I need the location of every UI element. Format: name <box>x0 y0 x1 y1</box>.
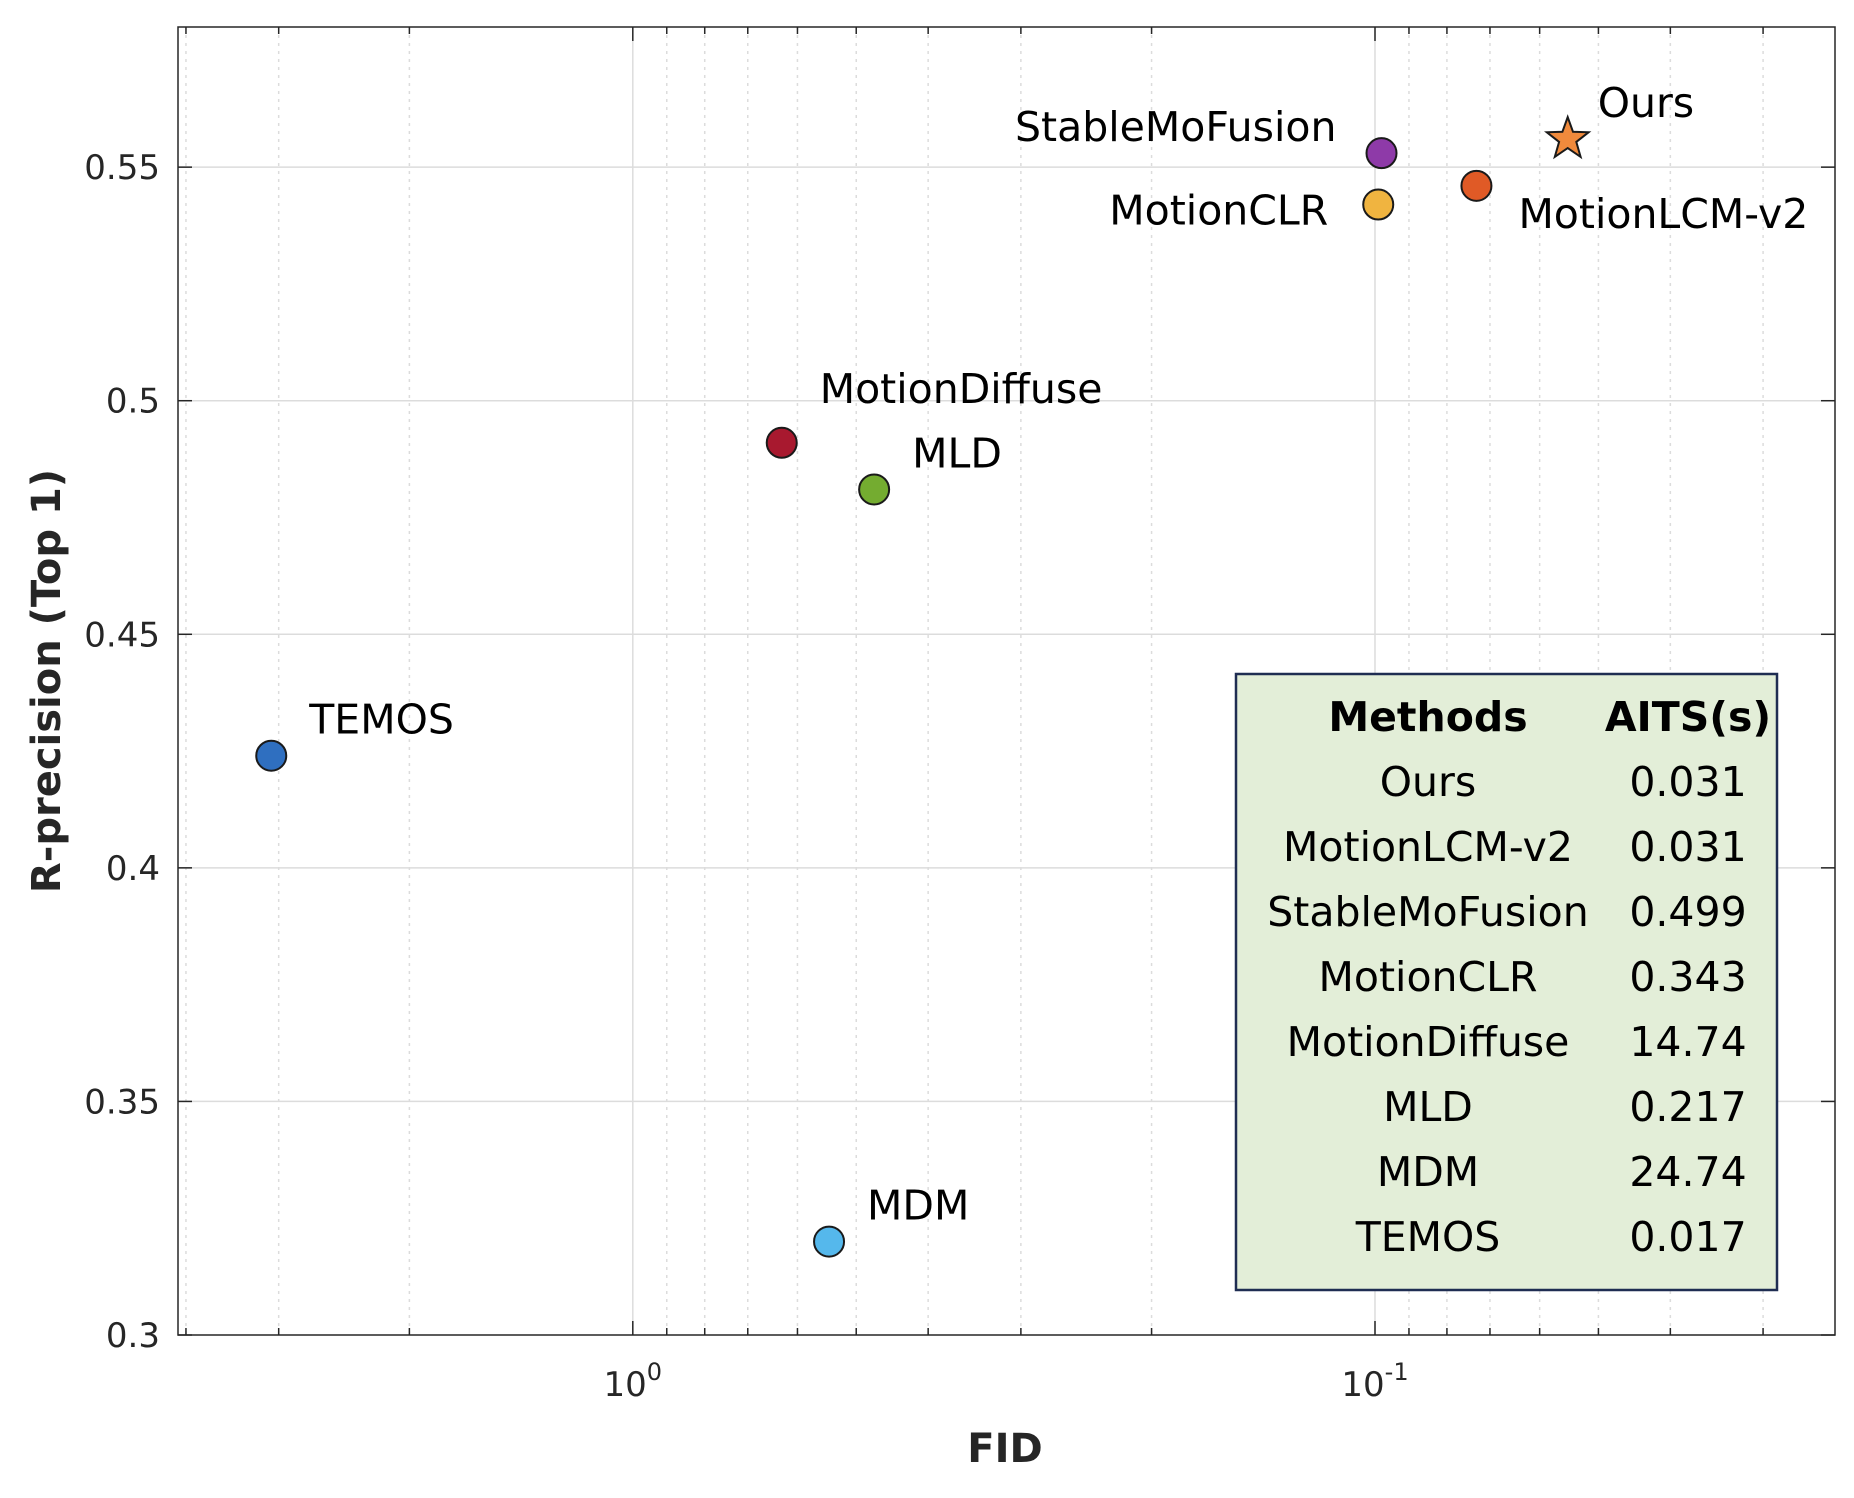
point-stablemofusion <box>1365 137 1398 170</box>
x-axis-title: FID <box>967 1426 1042 1472</box>
table-cell-aits: 0.343 <box>1629 953 1746 1001</box>
point-ours <box>1544 114 1592 160</box>
y-tick-label: 0.3 <box>106 1316 160 1356</box>
y-axis-title: R-precision (Top 1) <box>24 469 70 893</box>
axis-tick-labels: 100 10-10.30.350.40.450.50.55 <box>84 148 1408 1405</box>
x-tick-exponent: 0 <box>647 1358 662 1386</box>
table-cell-aits: 0.031 <box>1629 758 1746 806</box>
table-cell-method: MotionCLR <box>1319 953 1538 1001</box>
data-labels: Ours MotionLCM-v2 StableMoFusion MotionCLR M… <box>308 79 1808 1229</box>
point-motionclr <box>1362 188 1395 221</box>
point-motionlcm-v2 <box>1460 169 1493 202</box>
point-temos <box>255 739 288 772</box>
plot-frame <box>177 26 1836 1336</box>
table-cell-aits: 0.499 <box>1629 888 1746 936</box>
point-mdm <box>813 1225 846 1258</box>
table-cell-aits: 0.017 <box>1629 1213 1746 1261</box>
y-tick-label: 0.35 <box>84 1082 160 1122</box>
label-ours: Ours <box>1598 79 1694 127</box>
table-header-methods: Methods <box>1328 693 1527 741</box>
axis-ticks <box>178 27 1835 1336</box>
x-tick-base: 10 <box>604 1365 647 1405</box>
table-cell-method: StableMoFusion <box>1267 888 1588 936</box>
table-cell-method: TEMOS <box>1355 1213 1501 1261</box>
table-cell-method: MotionDiffuse <box>1287 1018 1570 1066</box>
table-cell-method: MLD <box>1383 1083 1473 1131</box>
label-stablemofusion: StableMoFusion <box>1015 103 1336 151</box>
label-temos: TEMOS <box>308 696 454 744</box>
x-tick-base: 10 <box>1341 1365 1384 1405</box>
point-mld <box>858 473 891 506</box>
y-tick-label: 0.5 <box>106 382 160 422</box>
table-cell-aits: 24.74 <box>1629 1148 1746 1196</box>
x-tick-exponent: -1 <box>1385 1358 1409 1386</box>
label-mld: MLD <box>912 429 1002 477</box>
table-cell-aits: 14.74 <box>1629 1018 1746 1066</box>
table-cell-method: MotionLCM-v2 <box>1283 823 1573 871</box>
y-tick-label: 0.55 <box>84 148 160 188</box>
label-motionlcm-v2: MotionLCM-v2 <box>1518 190 1808 238</box>
aits-table-rows: Ours 0.031 MotionLCM-v2 0.031 StableMoFusion… <box>1267 758 1746 1261</box>
aits-table-box <box>1234 672 1779 1292</box>
table-cell-aits: 0.031 <box>1629 823 1746 871</box>
table-cell-method: Ours <box>1380 758 1476 806</box>
x-tick-label: 100 <box>604 1358 663 1405</box>
label-motionclr: MotionCLR <box>1109 187 1328 235</box>
data-points <box>255 114 1592 1258</box>
y-tick-label: 0.45 <box>84 615 160 655</box>
aits-table: Methods AITS(s) Ours 0.031 MotionLCM-v2 0.0… <box>1234 672 1779 1292</box>
table-cell-aits: 0.217 <box>1629 1083 1746 1131</box>
table-header-aits: AITS(s) <box>1605 693 1771 741</box>
x-tick-label: 10-1 <box>1341 1358 1408 1405</box>
label-motiondiffuse: MotionDiffuse <box>820 365 1103 413</box>
table-cell-method: MDM <box>1377 1148 1479 1196</box>
y-tick-label: 0.4 <box>106 849 160 889</box>
label-mdm: MDM <box>867 1182 969 1230</box>
point-motiondiffuse <box>765 426 798 459</box>
